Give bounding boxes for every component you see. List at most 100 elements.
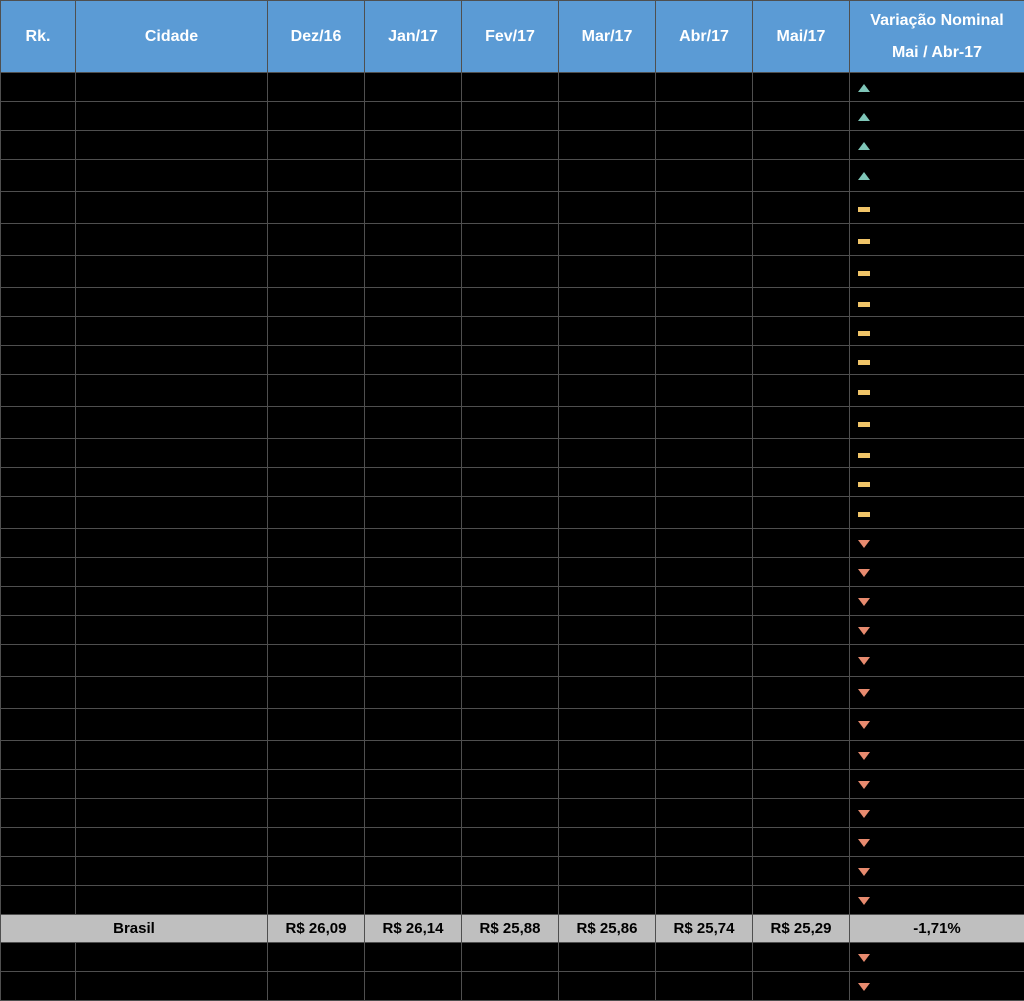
- variacao-cell: [850, 375, 1024, 407]
- trend-down-icon: [858, 540, 870, 548]
- total-value-3: R$ 25,86: [559, 915, 656, 943]
- variacao-cell: [850, 224, 1024, 256]
- header-variacao-bottom: Mai / Abr-17: [852, 40, 1022, 62]
- data-cell: [76, 468, 268, 497]
- variacao-cell: [850, 857, 1024, 886]
- trend-up-icon: [858, 172, 870, 180]
- trend-flat-icon: [858, 302, 870, 307]
- header-variacao: Variação Nominal Mai / Abr-17: [850, 1, 1024, 73]
- data-cell: [76, 616, 268, 645]
- data-cell: [462, 224, 559, 256]
- data-cell: [268, 741, 365, 770]
- table-row: [1, 972, 1024, 1001]
- data-cell: [268, 497, 365, 529]
- trend-flat-icon: [858, 239, 870, 244]
- data-cell: [559, 131, 656, 160]
- data-cell: [76, 224, 268, 256]
- table-row: [1, 256, 1024, 288]
- table-row: [1, 102, 1024, 131]
- variacao-cell: [850, 645, 1024, 677]
- table-row: [1, 587, 1024, 616]
- data-cell: [462, 828, 559, 857]
- data-cell: [268, 587, 365, 616]
- variacao-cell: [850, 102, 1024, 131]
- data-cell: [268, 943, 365, 972]
- data-cell: [365, 407, 462, 439]
- data-cell: [268, 709, 365, 741]
- table-row: [1, 857, 1024, 886]
- data-cell: [268, 886, 365, 915]
- data-cell: [656, 886, 753, 915]
- variacao-cell: [850, 972, 1024, 1001]
- data-cell: [559, 407, 656, 439]
- data-cell: [365, 346, 462, 375]
- trend-down-icon: [858, 868, 870, 876]
- header-month-1: Jan/17: [365, 1, 462, 73]
- data-cell: [559, 73, 656, 102]
- variacao-cell: [850, 346, 1024, 375]
- data-cell: [753, 943, 850, 972]
- data-cell: [365, 73, 462, 102]
- data-cell: [365, 468, 462, 497]
- data-cell: [656, 73, 753, 102]
- table-row: [1, 828, 1024, 857]
- data-cell: [753, 587, 850, 616]
- data-cell: [559, 256, 656, 288]
- variacao-cell: [850, 677, 1024, 709]
- data-cell: [76, 677, 268, 709]
- data-cell: [462, 972, 559, 1001]
- data-cell: [365, 160, 462, 192]
- data-cell: [656, 407, 753, 439]
- data-cell: [1, 439, 76, 468]
- data-cell: [656, 497, 753, 529]
- variacao-cell: [850, 799, 1024, 828]
- data-cell: [753, 317, 850, 346]
- data-cell: [753, 709, 850, 741]
- data-cell: [656, 741, 753, 770]
- data-cell: [1, 256, 76, 288]
- table-row: [1, 439, 1024, 468]
- data-cell: [1, 972, 76, 1001]
- variacao-cell: [850, 439, 1024, 468]
- data-cell: [1, 375, 76, 407]
- data-cell: [76, 439, 268, 468]
- table-row: [1, 943, 1024, 972]
- data-cell: [656, 677, 753, 709]
- data-cell: [1, 317, 76, 346]
- total-value-0: R$ 26,09: [268, 915, 365, 943]
- data-cell: [753, 677, 850, 709]
- data-cell: [268, 346, 365, 375]
- total-value-5: R$ 25,29: [753, 915, 850, 943]
- data-cell: [1, 468, 76, 497]
- data-cell: [268, 192, 365, 224]
- data-cell: [753, 288, 850, 317]
- data-cell: [76, 256, 268, 288]
- data-cell: [268, 439, 365, 468]
- data-cell: [559, 857, 656, 886]
- data-cell: [559, 741, 656, 770]
- header-month-3: Mar/17: [559, 1, 656, 73]
- data-cell: [1, 407, 76, 439]
- data-cell: [656, 102, 753, 131]
- data-cell: [1, 160, 76, 192]
- total-value-2: R$ 25,88: [462, 915, 559, 943]
- variacao-cell: [850, 497, 1024, 529]
- data-cell: [462, 770, 559, 799]
- data-cell: [268, 529, 365, 558]
- data-cell: [268, 799, 365, 828]
- data-cell: [76, 886, 268, 915]
- data-cell: [559, 587, 656, 616]
- data-cell: [462, 645, 559, 677]
- trend-down-icon: [858, 598, 870, 606]
- data-cell: [559, 709, 656, 741]
- data-cell: [268, 972, 365, 1001]
- table-row: [1, 407, 1024, 439]
- trend-down-icon: [858, 839, 870, 847]
- data-cell: [656, 256, 753, 288]
- data-cell: [1, 73, 76, 102]
- total-variacao: -1,71%: [850, 915, 1024, 943]
- data-cell: [1, 288, 76, 317]
- data-cell: [753, 375, 850, 407]
- data-cell: [365, 317, 462, 346]
- data-cell: [753, 160, 850, 192]
